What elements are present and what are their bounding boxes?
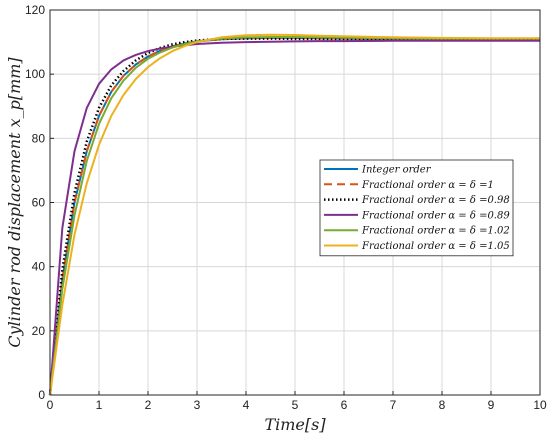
- x-tick-label: 2: [145, 398, 152, 412]
- series-line-2: [48, 37, 540, 396]
- y-tick-label: 20: [32, 324, 46, 338]
- legend-label-5: Fractional order α = δ =1.05: [361, 241, 510, 252]
- series-lines: [48, 33, 540, 396]
- x-tick-label: 8: [439, 398, 446, 412]
- legend-label-1: Fractional order α = δ =1: [361, 180, 494, 191]
- y-axis-ticks: 0 20 40 60 80 100 120: [25, 3, 54, 402]
- y-tick-label: 80: [32, 131, 46, 145]
- x-tick-label: 9: [488, 398, 495, 412]
- series-line-4: [49, 36, 540, 396]
- x-axis-label: Time[s]: [264, 415, 326, 434]
- y-tick-label: 100: [25, 67, 45, 81]
- x-axis-ticks: 0 1 2 3 4 5 6 7 8 9 10: [47, 391, 547, 412]
- legend-box: [319, 159, 514, 257]
- x-tick-label: 3: [194, 398, 201, 412]
- x-tick-label: 5: [292, 398, 299, 412]
- x-tick-label: 1: [96, 398, 103, 412]
- legend-label-2: Fractional order α = δ =0.98: [361, 195, 510, 206]
- x-tick-label: 0: [47, 398, 54, 412]
- legend-label-0: Integer order: [361, 165, 432, 176]
- y-axis-label: Cylinder rod displacement x_p[mm]: [5, 57, 24, 348]
- x-tick-label: 7: [390, 398, 397, 412]
- y-tick-label: 0: [38, 388, 45, 402]
- series-line-5: [49, 33, 540, 396]
- legend-items: Integer order Fractional order α = δ =1 Fr…: [324, 165, 510, 252]
- y-tick-label: 60: [32, 196, 46, 210]
- x-tick-label: 10: [533, 398, 547, 412]
- legend-label-3: Fractional order α = δ =0.89: [361, 210, 510, 221]
- y-tick-label: 40: [32, 260, 46, 274]
- x-tick-label: 4: [243, 398, 250, 412]
- y-tick-label: 120: [25, 3, 45, 17]
- legend: Integer order Fractional order α = δ =1 Fr…: [319, 159, 514, 257]
- legend-label-4: Fractional order α = δ =1.02: [361, 226, 510, 237]
- x-tick-label: 6: [341, 398, 348, 412]
